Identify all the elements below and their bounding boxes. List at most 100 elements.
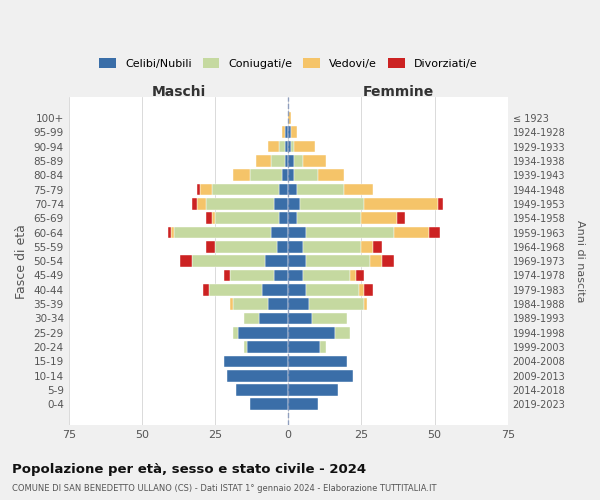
Bar xyxy=(197,184,200,196)
Bar xyxy=(288,298,309,310)
Bar xyxy=(233,170,250,181)
Bar xyxy=(288,126,291,138)
Bar xyxy=(364,284,373,296)
Bar xyxy=(280,184,288,196)
Bar xyxy=(288,155,294,167)
Bar xyxy=(233,327,238,338)
Bar xyxy=(335,327,350,338)
Bar xyxy=(280,140,286,152)
Y-axis label: Anni di nascita: Anni di nascita xyxy=(575,220,585,302)
Bar xyxy=(294,170,317,181)
Bar xyxy=(236,384,288,396)
Bar xyxy=(288,212,297,224)
Bar xyxy=(294,140,314,152)
Bar xyxy=(168,226,171,238)
Bar xyxy=(171,226,174,238)
Bar xyxy=(303,155,326,167)
Bar xyxy=(212,184,280,196)
Bar xyxy=(429,226,440,238)
Bar xyxy=(306,256,370,267)
Bar xyxy=(224,270,230,281)
Bar xyxy=(288,198,300,210)
Bar xyxy=(288,112,291,124)
Bar xyxy=(250,170,283,181)
Text: COMUNE DI SAN BENEDETTO ULLANO (CS) - Dati ISTAT 1° gennaio 2024 - Elaborazione : COMUNE DI SAN BENEDETTO ULLANO (CS) - Da… xyxy=(12,484,437,493)
Bar xyxy=(286,140,288,152)
Bar xyxy=(200,184,212,196)
Text: Maschi: Maschi xyxy=(151,86,206,100)
Bar xyxy=(230,270,274,281)
Bar xyxy=(288,398,317,410)
Bar xyxy=(370,256,382,267)
Bar xyxy=(288,270,303,281)
Bar xyxy=(227,370,288,382)
Bar xyxy=(437,198,443,210)
Bar xyxy=(286,155,288,167)
Bar xyxy=(250,398,288,410)
Bar xyxy=(303,241,361,252)
Bar xyxy=(317,170,344,181)
Bar xyxy=(224,356,288,368)
Bar xyxy=(394,226,429,238)
Bar xyxy=(233,298,268,310)
Bar xyxy=(288,241,303,252)
Bar xyxy=(297,212,361,224)
Bar xyxy=(197,198,206,210)
Bar xyxy=(268,298,288,310)
Bar xyxy=(180,256,191,267)
Text: Popolazione per età, sesso e stato civile - 2024: Popolazione per età, sesso e stato civil… xyxy=(12,462,366,475)
Bar xyxy=(283,126,286,138)
Bar xyxy=(361,212,397,224)
Bar xyxy=(294,155,303,167)
Bar xyxy=(306,226,394,238)
Bar xyxy=(361,241,373,252)
Bar xyxy=(259,312,288,324)
Bar xyxy=(297,184,344,196)
Bar xyxy=(320,341,326,353)
Bar xyxy=(244,312,259,324)
Y-axis label: Fasce di età: Fasce di età xyxy=(15,224,28,298)
Bar xyxy=(382,256,394,267)
Bar xyxy=(359,284,364,296)
Bar xyxy=(191,256,265,267)
Bar xyxy=(288,384,338,396)
Bar xyxy=(206,212,212,224)
Bar xyxy=(268,140,280,152)
Bar xyxy=(288,170,294,181)
Bar xyxy=(356,270,364,281)
Bar xyxy=(206,241,215,252)
Bar xyxy=(277,241,288,252)
Bar xyxy=(206,198,274,210)
Bar xyxy=(350,270,356,281)
Bar xyxy=(215,212,280,224)
Bar xyxy=(262,284,288,296)
Legend: Celibi/Nubili, Coniugati/e, Vedovi/e, Divorziati/e: Celibi/Nubili, Coniugati/e, Vedovi/e, Di… xyxy=(95,54,482,73)
Bar xyxy=(256,155,271,167)
Bar xyxy=(174,226,271,238)
Bar xyxy=(244,341,247,353)
Bar xyxy=(397,212,406,224)
Bar xyxy=(288,226,306,238)
Bar xyxy=(300,198,364,210)
Bar xyxy=(286,126,288,138)
Bar xyxy=(283,170,288,181)
Bar xyxy=(230,298,233,310)
Bar xyxy=(291,126,297,138)
Bar xyxy=(288,140,291,152)
Bar xyxy=(271,155,286,167)
Bar xyxy=(311,312,347,324)
Bar xyxy=(288,184,297,196)
Bar xyxy=(309,298,364,310)
Bar xyxy=(265,256,288,267)
Bar xyxy=(238,327,288,338)
Bar xyxy=(288,284,306,296)
Bar xyxy=(212,212,215,224)
Bar xyxy=(288,312,311,324)
Bar xyxy=(288,256,306,267)
Bar xyxy=(203,284,209,296)
Bar xyxy=(288,356,347,368)
Bar xyxy=(288,327,335,338)
Bar xyxy=(288,370,353,382)
Bar xyxy=(303,270,350,281)
Bar xyxy=(364,298,367,310)
